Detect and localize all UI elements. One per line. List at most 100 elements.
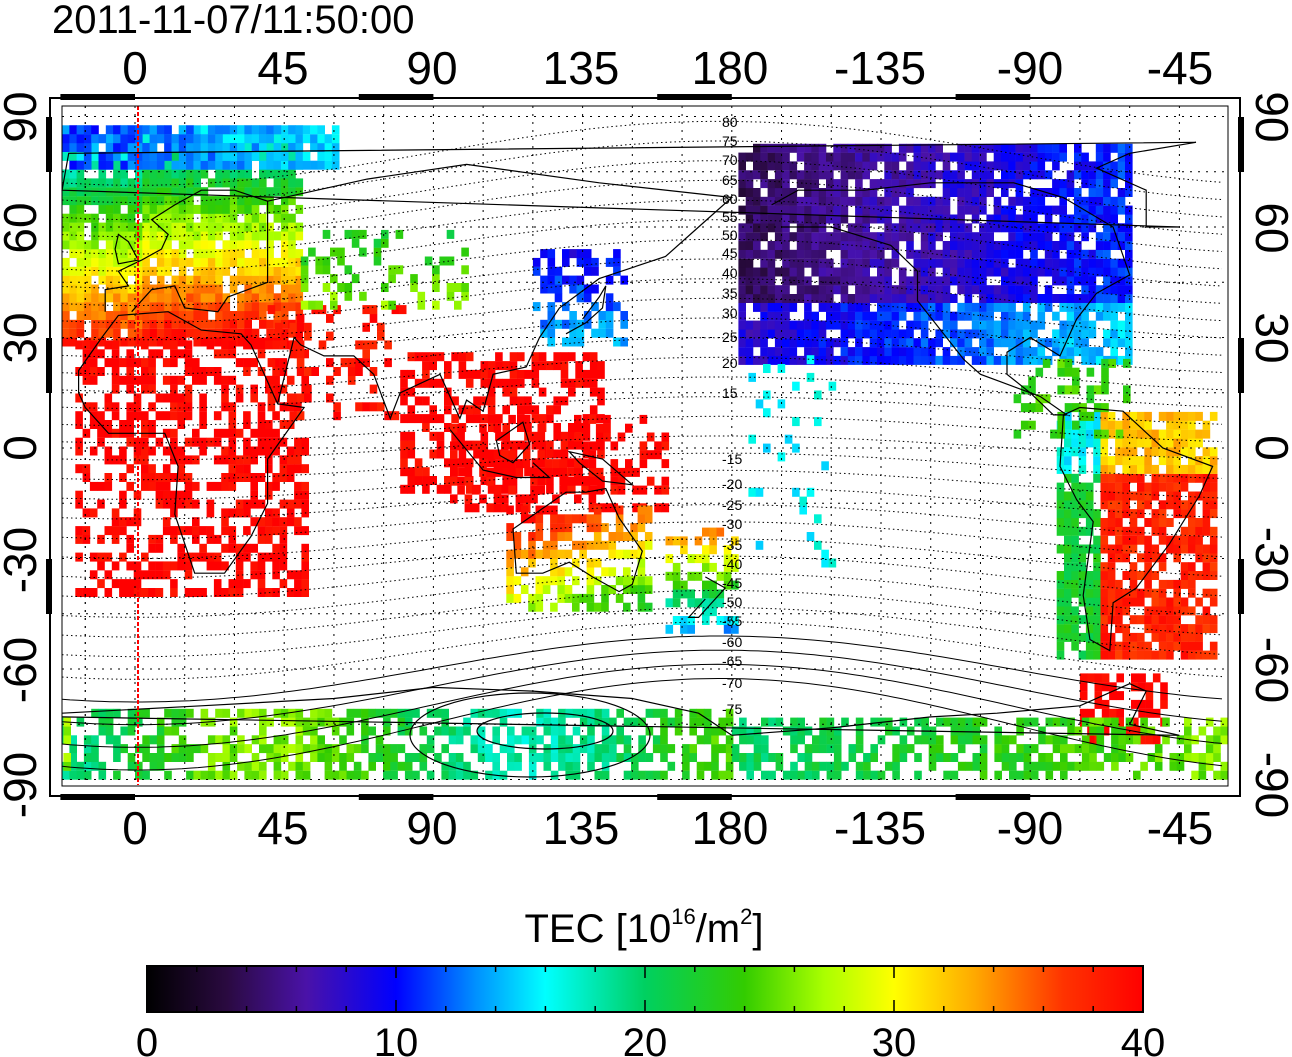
tec-cell [546, 405, 554, 415]
tec-cell [702, 562, 710, 572]
tec-cell [1100, 473, 1109, 483]
tec-cell [1064, 615, 1072, 625]
tec-cell [250, 517, 258, 527]
tec-cell [318, 340, 327, 350]
tec-cell [855, 143, 863, 153]
tec-cell [782, 355, 790, 365]
tec-cell [774, 170, 783, 180]
tec-cell [1001, 735, 1010, 745]
top-tick-label: 0 [122, 42, 148, 94]
tec-cell [1115, 588, 1123, 598]
tec-cell [950, 241, 958, 250]
tec-cell [171, 143, 180, 152]
tec-cell [177, 375, 185, 385]
tec-cell [1117, 223, 1126, 233]
tec-cell [665, 554, 674, 564]
tec-cell [1107, 500, 1116, 510]
tec-cell [680, 545, 688, 555]
tec-cell [782, 276, 790, 286]
tec-cell [796, 267, 805, 277]
tec-cell [591, 257, 599, 267]
tec-cell [1209, 624, 1218, 634]
tec-cell [898, 267, 907, 277]
tec-cell [847, 170, 856, 180]
tec-cell [1066, 302, 1075, 312]
tec-cell [228, 481, 237, 491]
tec-cell [1100, 597, 1109, 607]
tec-cell [82, 473, 91, 482]
tec-cell [644, 505, 653, 515]
tec-cell [979, 223, 987, 233]
tec-cell [120, 125, 128, 135]
colorbar-title: TEC [1016/m2] [0, 904, 1292, 952]
tec-cell [259, 249, 267, 259]
tec-cell [1117, 329, 1126, 339]
tec-cell [1023, 744, 1032, 754]
tec-cell [186, 770, 194, 780]
magnetic-contour [61, 337, 1223, 375]
tec-cell [98, 257, 107, 267]
tec-cell [200, 196, 209, 206]
tec-cell [1151, 447, 1160, 457]
tec-cell [280, 266, 289, 276]
tec-cell [582, 431, 591, 441]
tec-cell [1022, 214, 1031, 224]
tec-cell [310, 753, 318, 762]
tec-cell [259, 266, 267, 276]
tec-cell [119, 552, 127, 562]
tec-cell [397, 744, 406, 754]
tec-cell [1129, 562, 1138, 572]
tec-cell [942, 241, 951, 250]
tec-cell [1188, 535, 1196, 545]
tec-cell [301, 561, 309, 571]
tec-cell [646, 432, 655, 442]
tec-cell [639, 441, 648, 451]
tec-cell [731, 536, 739, 546]
tec-cell [1110, 170, 1118, 180]
tec-cell [1038, 761, 1046, 771]
tec-cell [935, 302, 943, 312]
tec-cell [811, 161, 819, 171]
tec-cell [82, 508, 91, 518]
tec-cell [244, 240, 252, 250]
tec-cell [703, 735, 712, 745]
tec-cell [162, 358, 171, 368]
tec-cell [149, 151, 158, 161]
tec-cell [1188, 420, 1196, 430]
tec-cell [377, 402, 385, 412]
tec-cell [746, 770, 754, 780]
tec-cell [119, 473, 127, 482]
tec-cell [120, 266, 128, 276]
tec-cell [149, 169, 158, 179]
tec-cell [457, 441, 465, 451]
tec-cell [840, 338, 849, 348]
tec-cell [1085, 571, 1094, 580]
tec-cell [796, 179, 805, 189]
tec-cell [1022, 143, 1031, 153]
tec-cell [1081, 258, 1089, 268]
tec-cell [301, 464, 309, 474]
tec-cell [804, 311, 812, 321]
tec-cell [295, 160, 304, 170]
tec-cell [1067, 761, 1075, 771]
tec-cell [317, 143, 325, 152]
tec-cell [192, 375, 200, 385]
tec-cell [294, 446, 302, 456]
tec-cell [550, 602, 558, 612]
tec-cell [1074, 347, 1082, 357]
tec-cell [782, 241, 790, 250]
tec-cell [207, 302, 216, 312]
tec-cell [266, 134, 274, 144]
tec-cell [583, 319, 592, 329]
tec-cell [353, 770, 362, 780]
tec-cell [601, 770, 610, 780]
tec-cell [804, 770, 813, 780]
tec-cell [1144, 588, 1152, 598]
tec-cell [811, 223, 819, 233]
tec-cell [506, 585, 514, 594]
tec-cell [156, 337, 165, 347]
tec-cell [1100, 562, 1109, 572]
tec-cell [156, 744, 165, 754]
tec-cell [847, 294, 856, 303]
tec-cell [251, 311, 260, 320]
